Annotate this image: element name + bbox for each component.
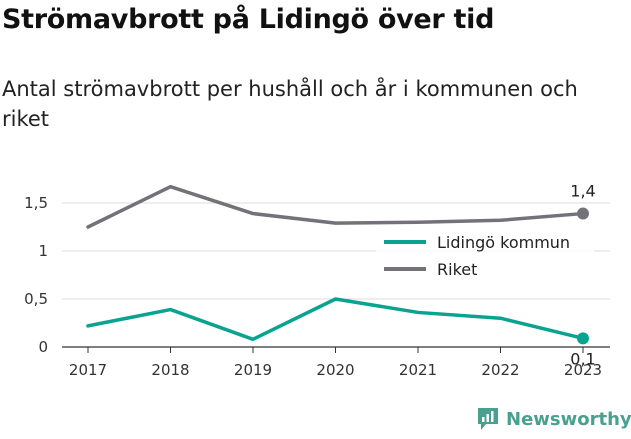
x-tick-label: 2018: [151, 361, 189, 379]
data-labels: 0,1 1,4: [570, 182, 595, 369]
series-end-point: [577, 207, 589, 220]
line-chart: 0 0,5 1 1,5 2017 2018 2019 2020 2021 2022 2023 Li…: [24, 182, 610, 379]
brand-name: Newsworthy: [506, 408, 631, 430]
newsworthy-logo-icon: [478, 408, 498, 430]
x-tick-label: 2020: [316, 361, 354, 379]
y-tick-label: 0,5: [24, 290, 48, 308]
series-line: [86, 297, 585, 342]
chart-subtitle: Antal strömavbrott per hushåll och år i …: [2, 77, 578, 131]
x-axis: 2017 2018 2019 2020 2021 2022 2023: [62, 346, 610, 379]
legend: Lidingö kommun Riket: [376, 228, 594, 284]
brand-logo: Newsworthy: [476, 406, 631, 432]
x-tick-label: 2021: [399, 361, 437, 379]
series-end-point: [577, 332, 589, 345]
y-tick-label: 1: [38, 242, 48, 260]
legend-label: Lidingö kommun: [437, 233, 570, 252]
series-lines: [86, 184, 589, 345]
y-tick-label: 1,5: [24, 194, 48, 212]
end-value-label: 1,4: [570, 182, 595, 201]
x-tick-label: 2023: [564, 361, 602, 379]
y-tick-label: 0: [38, 338, 48, 356]
y-axis-ticks: 0 0,5 1 1,5: [24, 194, 48, 356]
series-line: [86, 184, 585, 229]
x-tick-label: 2022: [481, 361, 519, 379]
chart-title: Strömavbrott på Lidingö över tid: [2, 4, 495, 35]
x-tick-label: 2019: [234, 361, 272, 379]
x-tick-label: 2017: [69, 361, 107, 379]
legend-label: Riket: [437, 260, 477, 279]
legend-background: [376, 228, 594, 284]
end-value-label: 0,1: [570, 349, 595, 368]
